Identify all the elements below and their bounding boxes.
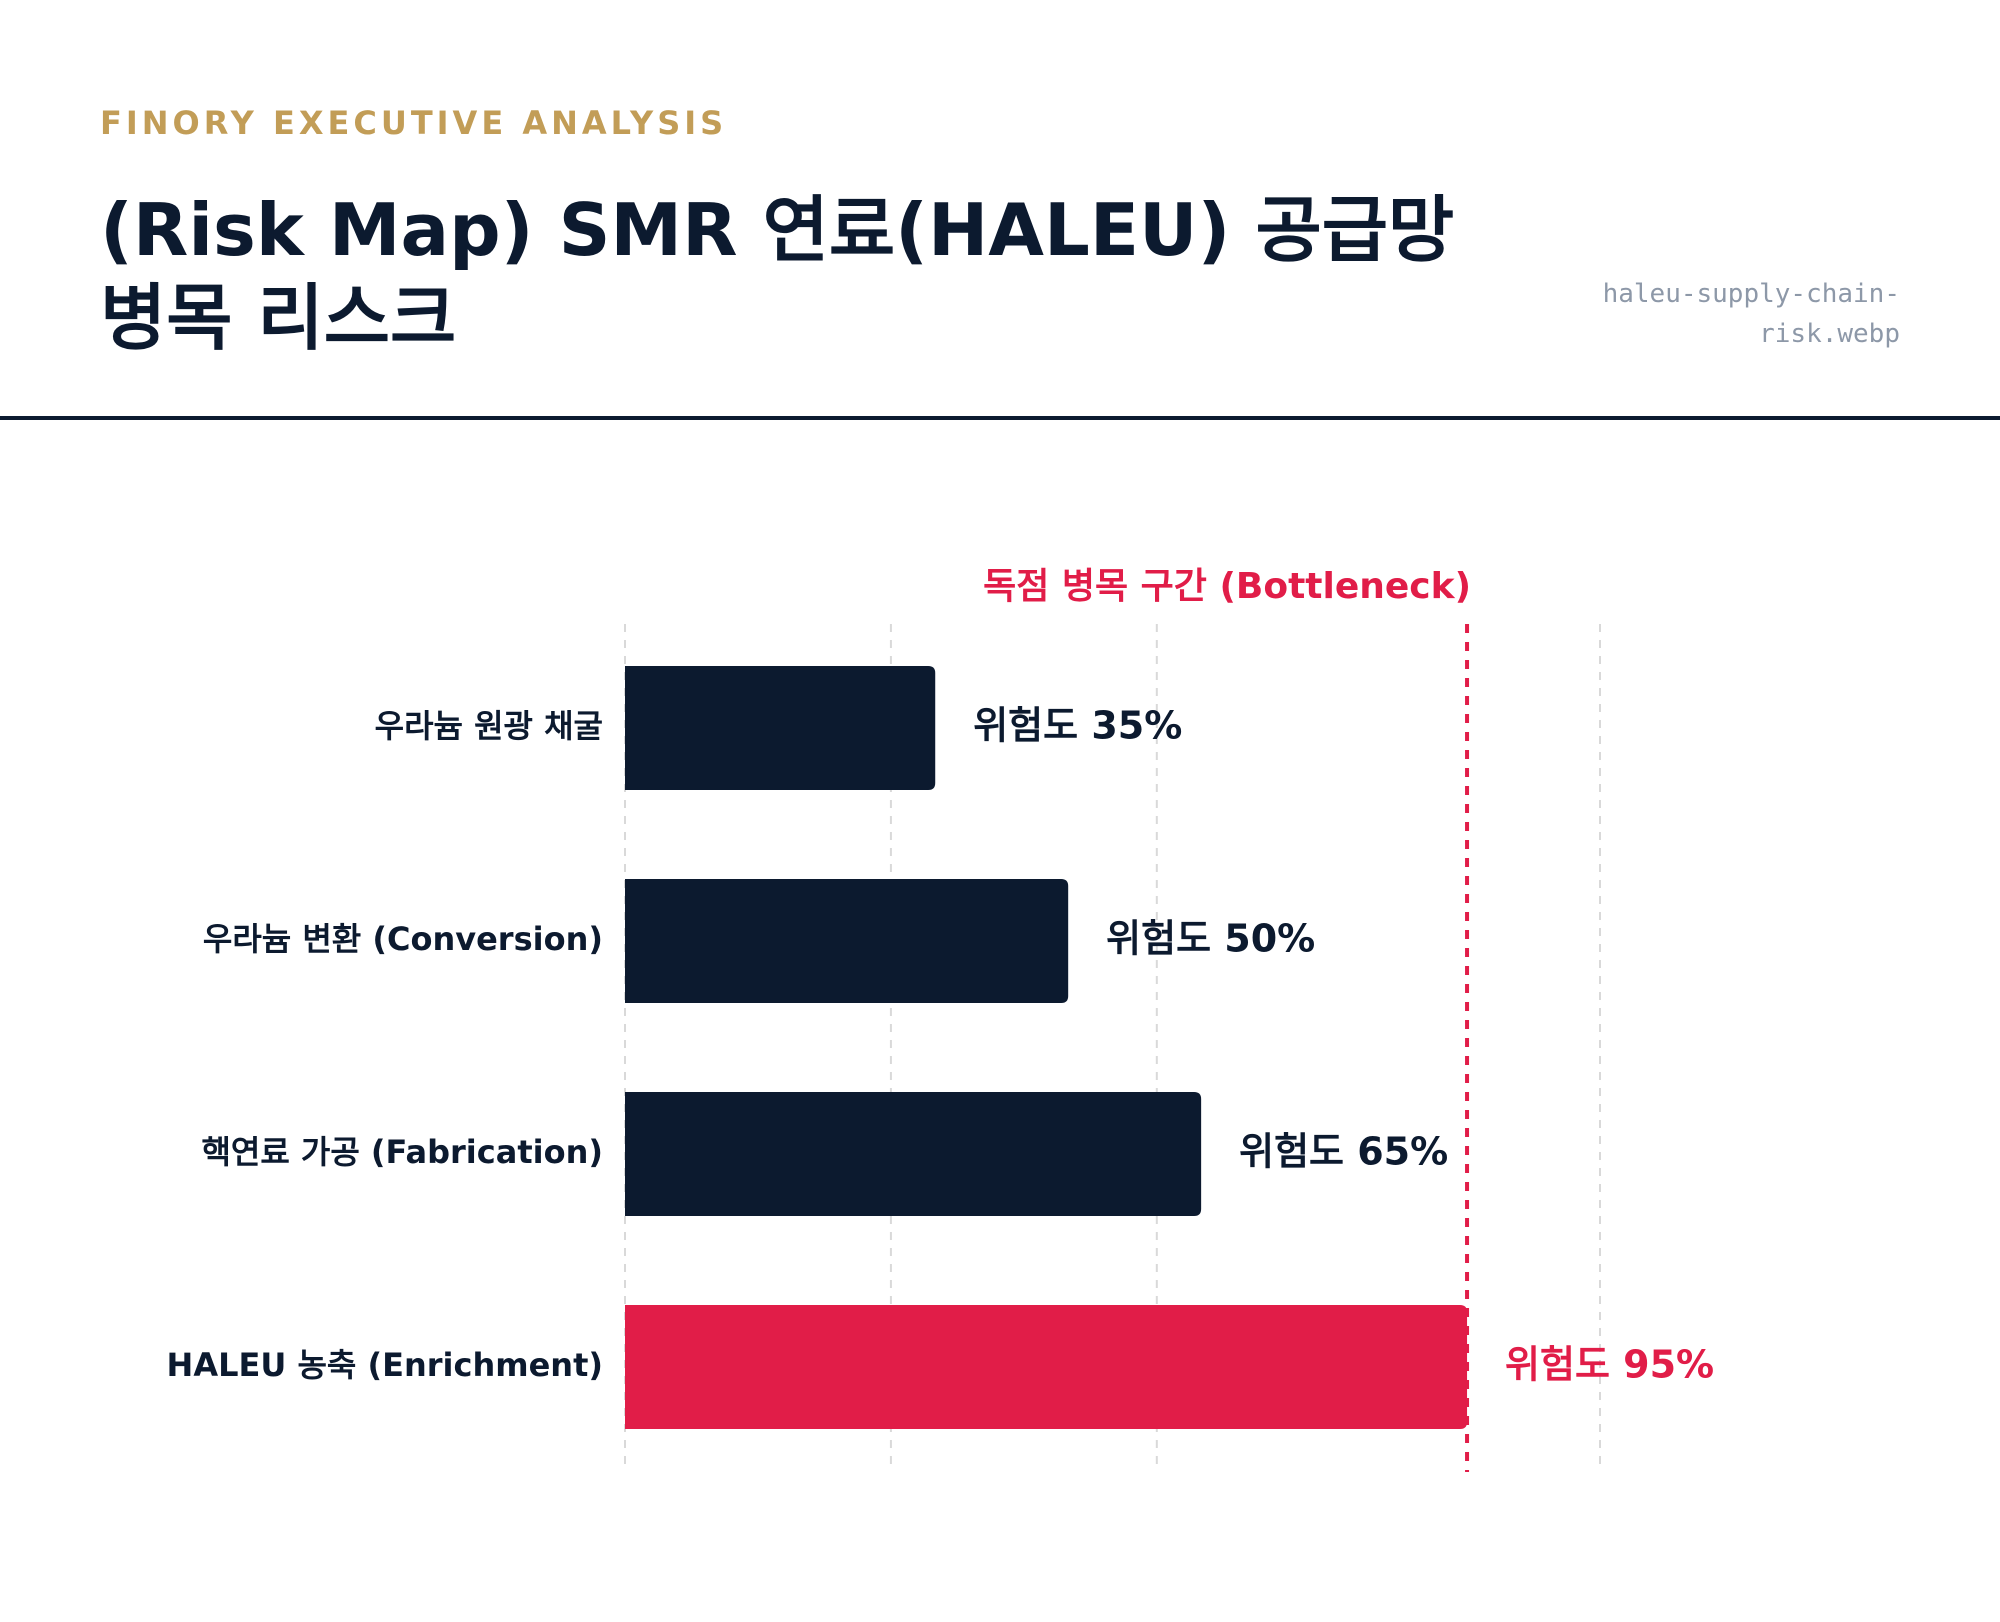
bar-layer [625, 666, 1468, 1429]
bar [625, 666, 936, 790]
label-layer: 우라늄 원광 채굴 위험도 35% 우라늄 변환 (Conversion) 위험도 5… [167, 704, 1715, 1387]
page-title: (Risk Map) SMR 연료(HALEU) 공급망 병목 리스크 [100, 188, 1455, 360]
reference-layer: 독점 병목 구간 (Bottleneck) [983, 566, 1471, 1472]
category-label: 우라늄 원광 채굴 [375, 707, 603, 745]
eyebrow-label: FINORY EXECUTIVE ANALYSIS [100, 104, 728, 142]
data-label: 위험도 65% [1239, 1130, 1448, 1174]
bottleneck-label: 독점 병목 구간 (Bottleneck) [983, 566, 1471, 607]
category-label: HALEU 농축 (Enrichment) [167, 1346, 603, 1384]
file-name: haleu-supply-chain-risk.webp [1602, 279, 1900, 349]
data-label: 위험도 95% [1505, 1343, 1714, 1387]
category-label: 우라늄 변환 (Conversion) [203, 920, 603, 958]
data-label: 위험도 35% [973, 704, 1182, 748]
data-label: 위험도 50% [1106, 917, 1315, 961]
header-divider [0, 416, 2000, 420]
bar [625, 1305, 1468, 1429]
bar [625, 879, 1069, 1003]
category-label: 핵연료 가공 (Fabrication) [201, 1133, 603, 1171]
bar [625, 1092, 1202, 1216]
